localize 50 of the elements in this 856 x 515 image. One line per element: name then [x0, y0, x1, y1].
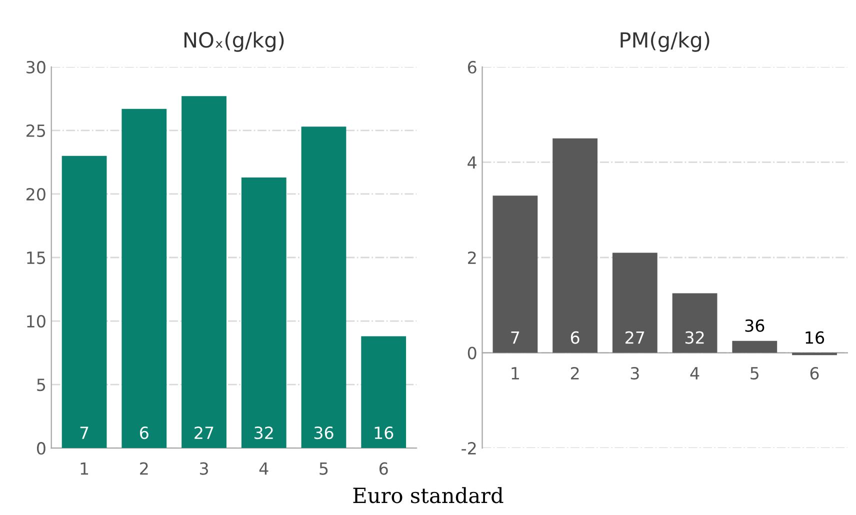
y-tick-label: -2	[462, 442, 476, 454]
annotation: 32	[685, 331, 704, 344]
x-tick-label: 1	[80, 462, 88, 475]
y-tick-label: 0	[36, 442, 46, 455]
chart-title: NOₓ(g/kg)	[184, 32, 284, 52]
annotation: 7	[80, 426, 88, 439]
bar	[182, 96, 226, 448]
y-tick-label: 0	[468, 346, 476, 360]
y-tick-label: 25	[26, 124, 46, 138]
x-tick-label: 5	[320, 462, 328, 475]
annotation: 16	[806, 331, 824, 344]
bar	[301, 126, 346, 448]
annotation: 6	[570, 331, 580, 344]
bar	[122, 108, 167, 448]
chart-title: PM(g/kg)	[620, 32, 710, 52]
x-tick-label: 6	[379, 462, 388, 475]
x-tick-label: 4	[259, 462, 268, 475]
annotation: 36	[314, 426, 334, 440]
bar	[361, 336, 406, 448]
x-tick-label: 1	[512, 367, 519, 380]
y-tick-label: 2	[468, 251, 476, 264]
bar	[241, 177, 286, 448]
annotation: 32	[254, 426, 273, 440]
x-tick-label: 2	[570, 366, 579, 380]
bar	[732, 340, 778, 353]
y-tick-label: 6	[468, 60, 476, 74]
bar	[552, 138, 598, 353]
annotation: 36	[745, 319, 764, 332]
bar	[672, 293, 718, 353]
y-tick-label: 5	[37, 378, 46, 392]
annotation: 16	[374, 426, 394, 440]
x-tick-label: 3	[200, 462, 208, 475]
bar	[612, 252, 658, 353]
annotation: 27	[194, 426, 214, 439]
y-tick-label: 10	[27, 314, 46, 328]
bar	[62, 156, 107, 448]
x-tick-label: 5	[750, 367, 758, 380]
annotation: 6	[140, 426, 148, 440]
x-axis-title: Euro standard	[353, 487, 504, 504]
x-tick-label: 4	[690, 367, 700, 380]
annotation: 27	[626, 331, 644, 344]
y-tick-label: 4	[468, 156, 476, 169]
y-tick-label: 30	[26, 60, 46, 74]
x-tick-label: 6	[810, 366, 819, 380]
x-tick-label: 2	[140, 462, 148, 475]
y-tick-label: 15	[27, 252, 46, 264]
x-tick-label: 3	[630, 366, 639, 380]
y-tick-label: 20	[26, 188, 46, 201]
annotation: 7	[511, 331, 520, 344]
bar	[492, 196, 538, 353]
